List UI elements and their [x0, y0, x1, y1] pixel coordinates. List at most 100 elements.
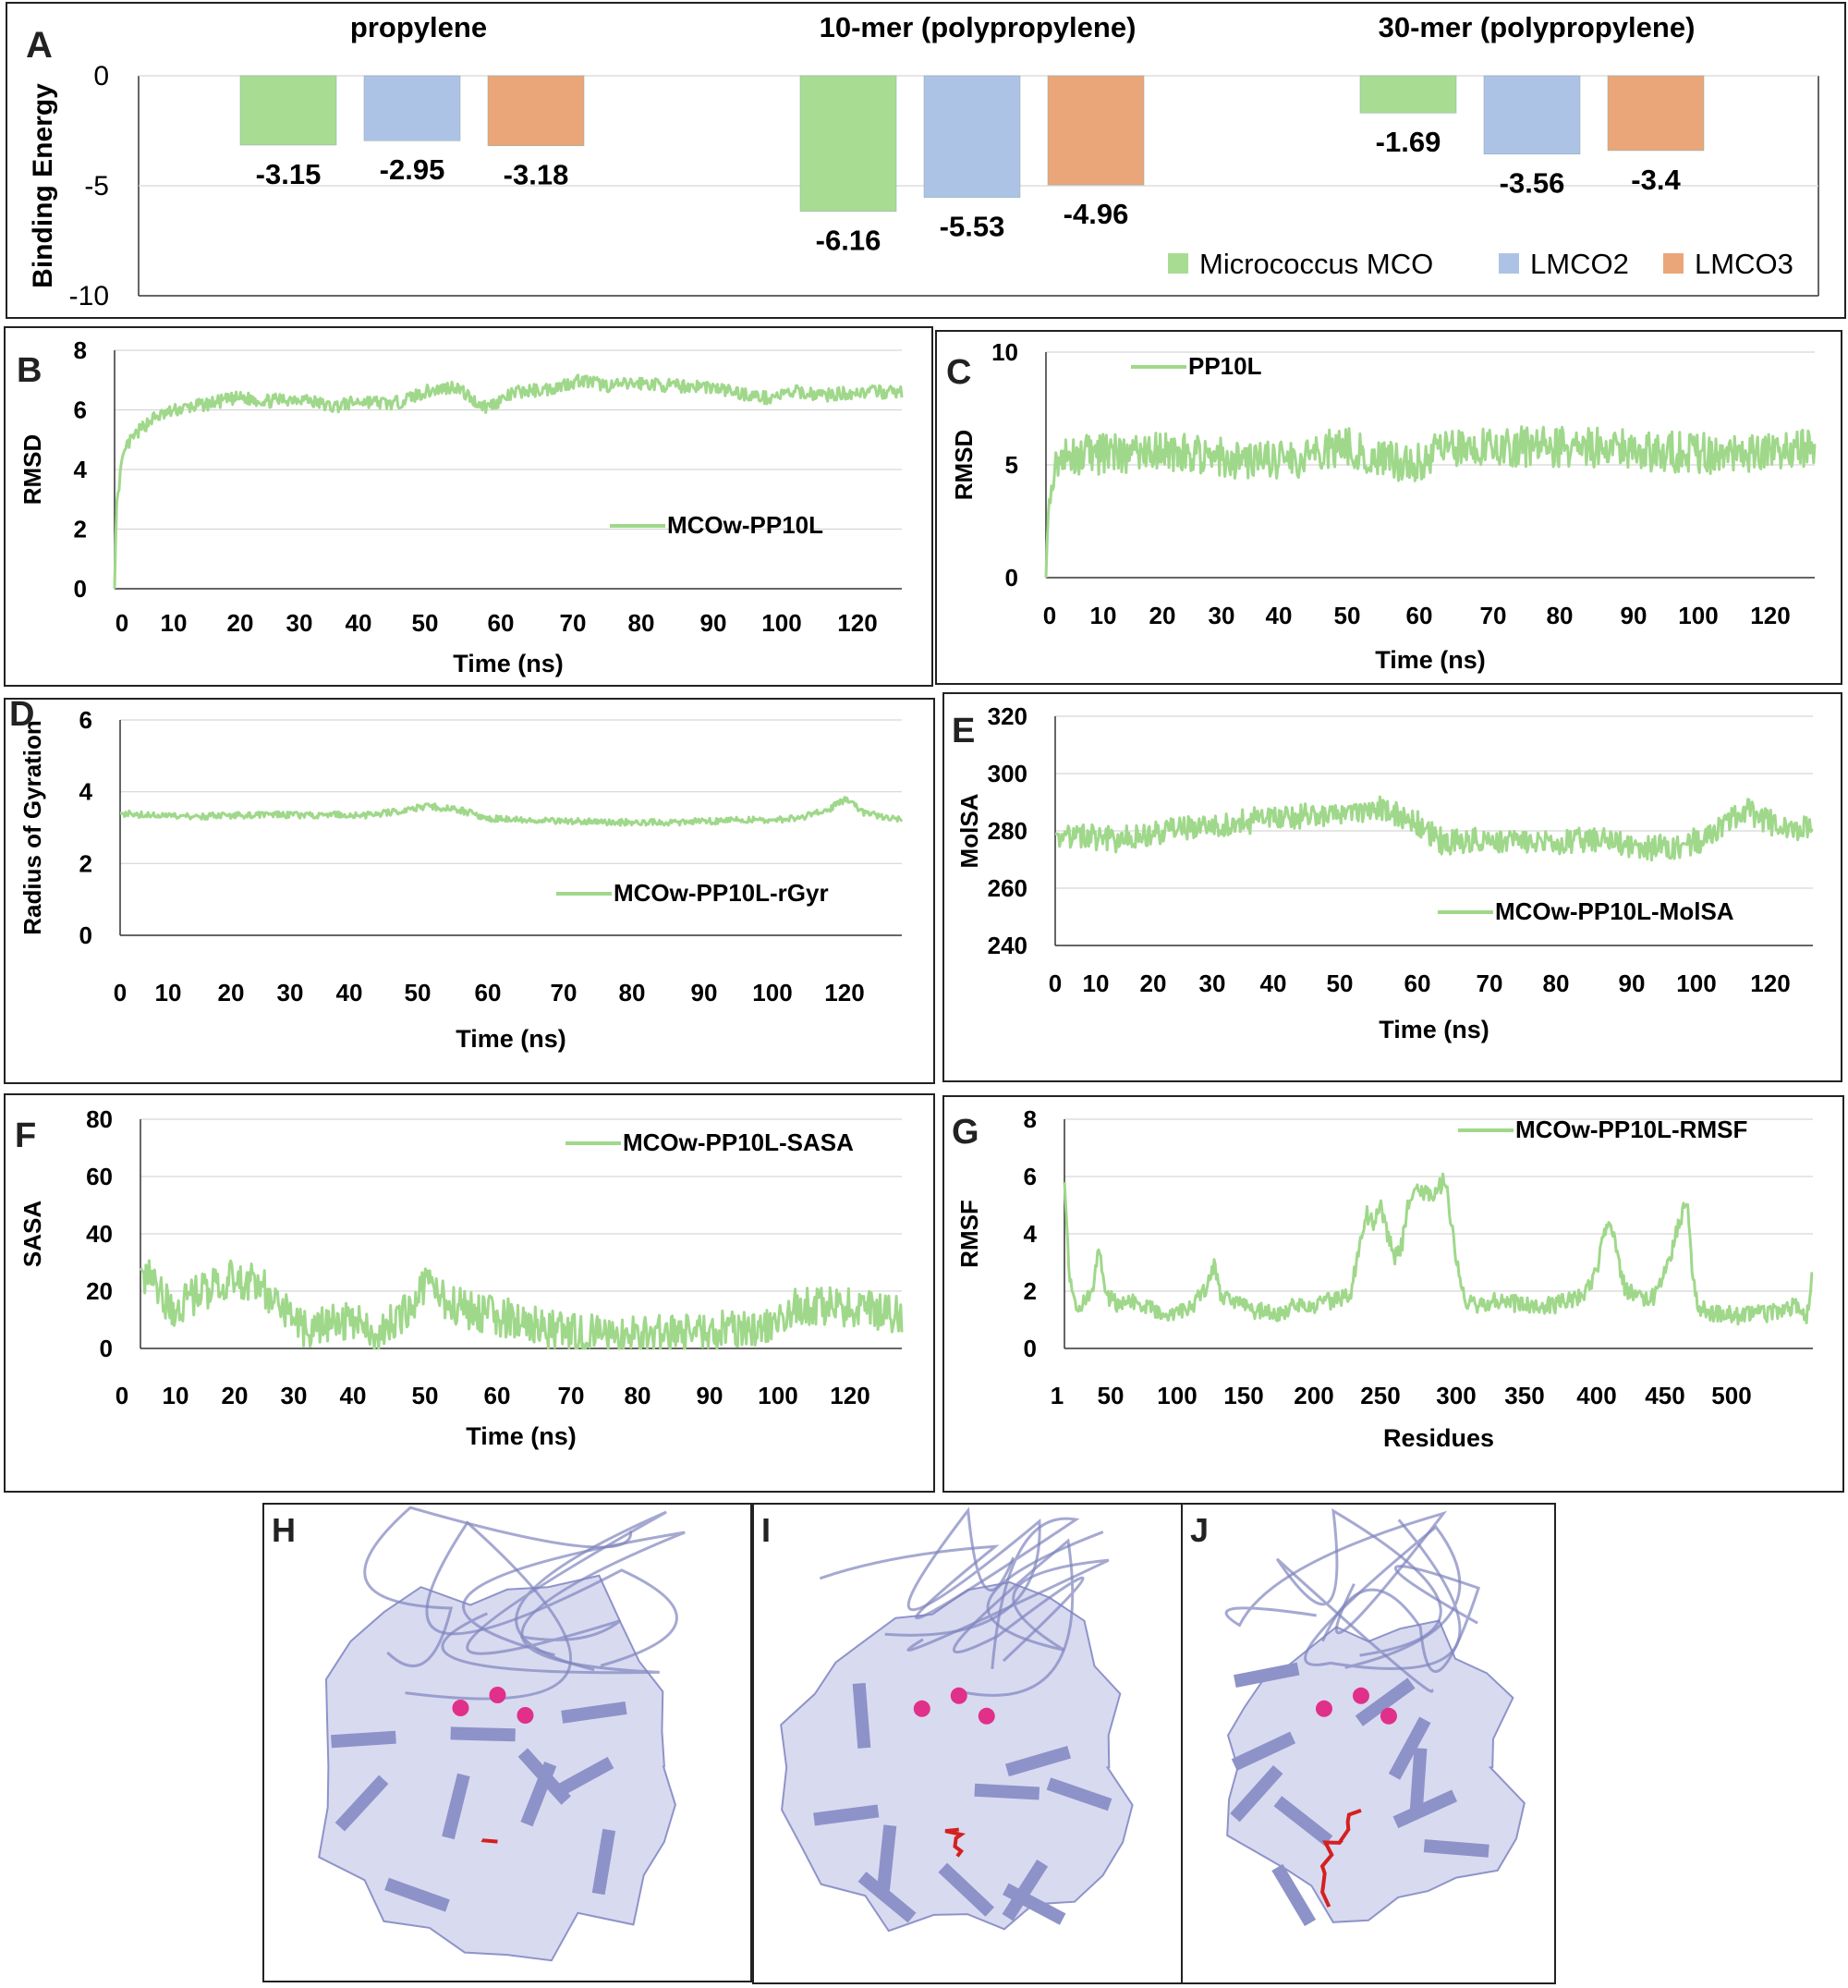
- legend-swatch: [1168, 253, 1188, 274]
- beta-strand: [1355, 1677, 1416, 1726]
- y-tick-label: -5: [84, 171, 109, 201]
- x-axis-label: Time (ns): [1379, 1016, 1489, 1043]
- panel-label-f: F: [15, 1116, 36, 1155]
- x-tick-label: 30: [286, 609, 313, 637]
- beta-strand: [974, 1783, 1040, 1800]
- panel-d: D 0 2 4 6 0 10 20 30 40 50 60 70 80 90 100 120 Time (ns) R…: [4, 695, 935, 1084]
- protein-loop: [1275, 1507, 1442, 1693]
- y-tick-label: 60: [86, 1163, 113, 1190]
- protein-loop: [441, 1531, 686, 1675]
- x-tick-label: 70: [551, 979, 578, 1006]
- x-tick-label: 100: [1157, 1382, 1197, 1409]
- protein-loop: [405, 1520, 678, 1701]
- beta-strand: [813, 1804, 880, 1826]
- legend-label: Micrococcus MCO: [1199, 248, 1433, 280]
- beta-strand: [334, 1775, 389, 1832]
- protein-structure-i: I: [761, 1506, 1134, 1933]
- x-tick-label: 200: [1294, 1382, 1333, 1409]
- legend-label: PP10L: [1188, 352, 1262, 380]
- bar-value-label: -2.95: [380, 153, 445, 186]
- x-tick-label: 120: [1750, 970, 1790, 997]
- y-tick-label: 2: [1024, 1277, 1037, 1305]
- protein-loop: [819, 1517, 1080, 1670]
- y-axis-label: RMSD: [18, 434, 46, 506]
- bar-lmco2: [923, 75, 1021, 198]
- x-tick-label: 40: [336, 979, 363, 1006]
- copper-ion: [913, 1700, 930, 1717]
- beta-strand: [331, 1730, 396, 1749]
- x-tick-label: 80: [625, 1382, 651, 1409]
- x-tick-label: 100: [1676, 970, 1716, 997]
- bar-value-label: -4.96: [1064, 198, 1129, 230]
- bar-value-label: -3.18: [504, 159, 569, 191]
- x-tick-label: 60: [475, 979, 502, 1006]
- x-axis-label: Residues: [1383, 1424, 1494, 1452]
- x-tick-label: 10: [161, 609, 188, 637]
- y-tick-label: -10: [69, 281, 109, 311]
- panel-label-d: D: [9, 700, 34, 734]
- bar-micrococcus-mco: [799, 75, 897, 212]
- x-tick-label: 40: [1266, 602, 1293, 629]
- bar-lmco3: [1607, 75, 1705, 152]
- y-tick-label: 10: [991, 338, 1018, 366]
- y-axis-label: RMSF: [955, 1200, 983, 1268]
- beta-strand: [1388, 1716, 1431, 1780]
- y-tick-label: 6: [74, 396, 87, 424]
- y-axis-label: SASA: [18, 1201, 46, 1267]
- x-tick-label: 60: [1406, 602, 1433, 629]
- x-tick-label: 0: [116, 609, 128, 637]
- x-tick-label: 400: [1576, 1382, 1616, 1409]
- x-tick-label: 0: [1049, 970, 1062, 997]
- legend-label: LMCO2: [1530, 248, 1629, 280]
- x-tick-label: 50: [1334, 602, 1361, 629]
- panel-label-b: B: [17, 351, 42, 390]
- structure-panel-j: J: [1181, 1503, 1556, 1984]
- x-tick-label: 30: [1209, 602, 1235, 629]
- x-tick-label: 50: [412, 609, 439, 637]
- y-tick-label: 0: [100, 1335, 113, 1362]
- x-tick-label: 120: [837, 609, 877, 637]
- copper-ion: [1352, 1687, 1369, 1704]
- x-tick-label: 30: [277, 979, 304, 1006]
- y-tick-label: 0: [1024, 1335, 1037, 1362]
- y-tick-label: 4: [1024, 1220, 1038, 1248]
- beta-strand: [1271, 1863, 1317, 1927]
- y-tick-label: 260: [988, 874, 1027, 902]
- x-tick-label: 100: [752, 979, 792, 1006]
- copper-ion: [452, 1700, 469, 1716]
- x-tick-label: 80: [1547, 602, 1574, 629]
- bar-micrococcus-mco: [239, 75, 337, 146]
- binding-energy-chart: A 0 -5 -10 Binding Energy propylene -3.15 -2.95…: [26, 11, 1819, 311]
- protein-loop: [1304, 1518, 1462, 1670]
- group-title: 10-mer (polypropylene): [820, 11, 1137, 43]
- y-tick-label: 0: [79, 921, 92, 949]
- beta-strand: [1002, 1859, 1049, 1921]
- copper-ion: [950, 1687, 967, 1704]
- x-axis-label: Time (ns): [466, 1422, 577, 1450]
- panel-c: C 0 5 10 0 10 20 30 40 50 60 70 80 90 100 120 Time (ns) R…: [935, 330, 1842, 685]
- beta-strand: [561, 1701, 627, 1724]
- panel-label-i: I: [761, 1511, 771, 1549]
- series-line-mcow-pp10l-rmsf: [1063, 1172, 1814, 1326]
- panel-b: B 0 2 4 6 8 0 10 20 30 40 50 60 70 80 90 100 120 Time (ns)…: [4, 326, 933, 687]
- y-tick-label: 8: [74, 336, 87, 364]
- beta-strand: [551, 1756, 614, 1799]
- x-tick-label: 50: [405, 979, 432, 1006]
- legend-label: MCOw-PP10L-RMSF: [1515, 1116, 1747, 1143]
- series-line-mcow-pp10l-molsa: [1054, 795, 1814, 862]
- panel-a: A 0 -5 -10 Binding Energy propylene -3.15 -2.95…: [6, 2, 1846, 319]
- protein-loop: [906, 1531, 1110, 1652]
- x-tick-label: 40: [340, 1382, 367, 1409]
- x-tick-label: 40: [1260, 970, 1287, 997]
- x-tick-label: 20: [227, 609, 254, 637]
- beta-strand: [1046, 1777, 1112, 1811]
- beta-strand: [1230, 1764, 1283, 1823]
- x-tick-label: 0: [1043, 602, 1056, 629]
- protein-structure-h: H: [272, 1506, 686, 1962]
- x-tick-label: 10: [1090, 602, 1117, 629]
- beta-strand: [1273, 1796, 1333, 1847]
- panel-label-j: J: [1190, 1511, 1209, 1549]
- x-tick-label: 70: [1480, 602, 1507, 629]
- group-title: 30-mer (polypropylene): [1379, 11, 1696, 43]
- y-tick-label: 40: [86, 1220, 113, 1248]
